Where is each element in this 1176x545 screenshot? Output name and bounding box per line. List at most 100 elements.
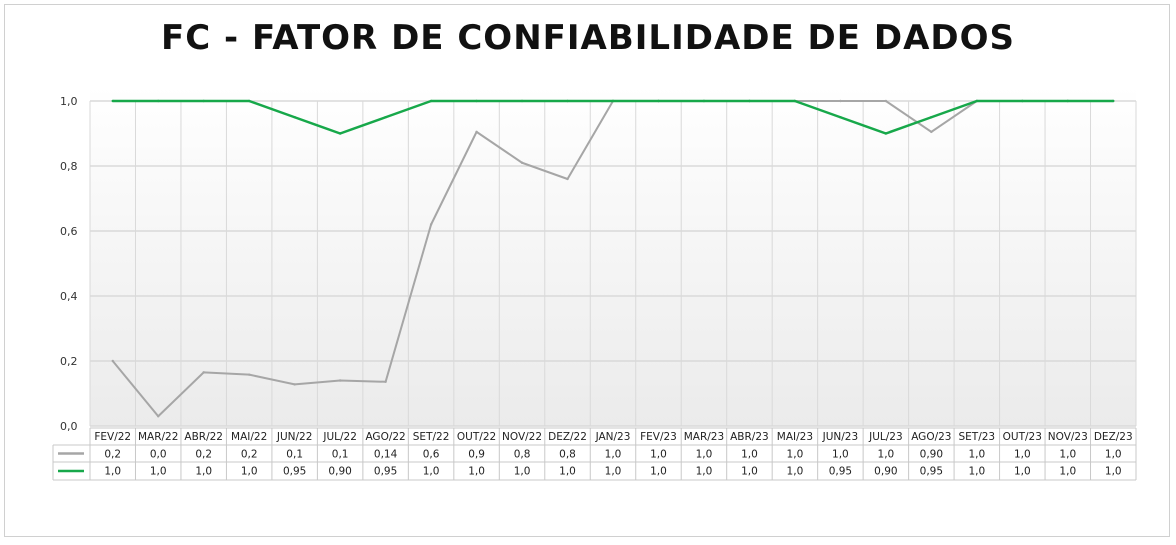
data-point-series-2 (202, 99, 205, 103)
data-point-series-1 (475, 130, 478, 134)
data-label-series-2: 0,95 (920, 466, 943, 478)
x-tick-label: MAI/23 (777, 431, 813, 443)
x-tick-label: JAN/23 (595, 431, 631, 443)
x-tick-label: DEZ/23 (1094, 431, 1133, 443)
data-label-series-1: 0,90 (920, 449, 943, 461)
x-tick-label: OUT/22 (457, 431, 496, 443)
data-label-series-2: 1,0 (968, 466, 985, 478)
x-tick-label: ABR/22 (184, 431, 223, 443)
y-tick-label: 0,0 (60, 420, 78, 433)
data-point-series-2 (1021, 99, 1024, 103)
x-tick-label: JUN/22 (276, 431, 313, 443)
data-label-series-1: 1,0 (1105, 449, 1122, 461)
data-label-series-1: 1,0 (1059, 449, 1076, 461)
data-point-series-2 (748, 99, 751, 103)
data-label-series-1: 0,2 (241, 449, 258, 461)
data-point-series-2 (1112, 99, 1115, 103)
x-tick-label: JUN/23 (822, 431, 859, 443)
data-label-series-1: 1,0 (968, 449, 985, 461)
data-point-series-2 (839, 116, 842, 119)
data-label-series-2: 0,90 (874, 466, 897, 478)
data-point-series-2 (157, 99, 160, 103)
data-label-series-1: 0,0 (150, 449, 167, 461)
data-point-series-2 (566, 99, 569, 103)
x-tick-label: FEV/23 (640, 431, 677, 443)
data-label-series-2: 1,0 (741, 466, 758, 478)
data-label-series-2: 1,0 (559, 466, 576, 478)
data-point-series-1 (157, 415, 160, 418)
data-label-series-2: 1,0 (514, 466, 531, 478)
x-tick-label: FEV/22 (94, 431, 131, 443)
data-label-series-2: 1,0 (150, 466, 167, 478)
data-point-series-2 (429, 99, 433, 103)
data-label-series-2: 1,0 (195, 466, 212, 478)
y-tick-label: 1,0 (60, 95, 78, 108)
data-label-series-1: 0,8 (559, 449, 576, 461)
data-point-series-1 (429, 223, 433, 226)
x-tick-label: AGO/22 (365, 431, 405, 443)
x-tick-label: OUT/23 (1003, 431, 1042, 443)
x-tick-label: MAR/23 (684, 431, 724, 443)
data-point-series-2 (702, 99, 706, 103)
data-label-series-2: 0,90 (328, 466, 351, 478)
data-label-series-2: 1,0 (1059, 466, 1076, 478)
data-label-series-1: 1,0 (832, 449, 849, 461)
data-point-series-2 (293, 116, 296, 119)
chart-title: FC - FATOR DE CONFIABILIDADE DE DADOS (161, 18, 1015, 58)
x-tick-label: JUL/22 (322, 431, 357, 443)
data-point-series-1 (338, 379, 342, 382)
data-label-series-2: 1,0 (1014, 466, 1031, 478)
data-point-series-1 (202, 371, 205, 374)
x-tick-label: MAI/22 (231, 431, 267, 443)
data-label-series-2: 1,0 (1105, 466, 1122, 478)
data-point-series-1 (247, 373, 251, 376)
data-label-series-2: 1,0 (104, 466, 121, 478)
data-label-series-1: 0,1 (332, 449, 349, 461)
data-label-series-1: 1,0 (605, 449, 622, 461)
data-point-series-2 (975, 99, 979, 103)
data-label-series-2: 1,0 (787, 466, 804, 478)
data-point-series-1 (839, 99, 842, 103)
data-label-series-1: 0,8 (514, 449, 531, 461)
data-label-series-2: 1,0 (468, 466, 485, 478)
data-point-series-1 (930, 130, 933, 134)
x-tick-label: DEZ/22 (548, 431, 587, 443)
data-point-series-2 (520, 99, 524, 103)
x-tick-label: SET/23 (959, 431, 996, 443)
data-label-series-1: 1,0 (878, 449, 895, 461)
data-point-series-1 (884, 99, 888, 103)
data-point-series-2 (884, 132, 888, 135)
data-label-series-1: 0,9 (468, 449, 485, 461)
data-label-series-2: 0,95 (829, 466, 852, 478)
data-label-series-1: 0,2 (104, 449, 121, 461)
data-label-series-2: 1,0 (423, 466, 440, 478)
data-point-series-2 (1066, 99, 1069, 103)
data-point-series-2 (338, 132, 342, 135)
data-point-series-1 (520, 161, 524, 164)
data-label-series-1: 1,0 (787, 449, 804, 461)
data-point-series-1 (566, 177, 569, 181)
y-tick-label: 0,6 (60, 225, 78, 238)
data-point-series-2 (475, 99, 478, 103)
x-tick-label: JUL/23 (868, 431, 903, 443)
data-point-series-2 (611, 99, 615, 103)
data-label-series-1: 0,2 (195, 449, 212, 461)
data-point-series-2 (930, 116, 933, 119)
data-point-series-1 (293, 383, 296, 386)
plot-background (90, 86, 1136, 426)
data-label-series-1: 1,0 (741, 449, 758, 461)
data-label-series-2: 0,95 (283, 466, 306, 478)
data-point-series-2 (111, 99, 114, 103)
data-label-series-1: 1,0 (650, 449, 667, 461)
x-tick-label: AGO/23 (911, 431, 951, 443)
data-point-series-2 (247, 99, 251, 103)
y-tick-label: 0,8 (60, 160, 78, 173)
data-label-series-1: 0,14 (374, 449, 398, 461)
data-point-series-2 (657, 99, 660, 103)
x-tick-label: SET/22 (413, 431, 450, 443)
data-point-series-2 (793, 99, 797, 103)
y-tick-label: 0,4 (60, 290, 78, 303)
x-tick-label: NOV/23 (1048, 431, 1088, 443)
data-label-series-2: 1,0 (241, 466, 258, 478)
